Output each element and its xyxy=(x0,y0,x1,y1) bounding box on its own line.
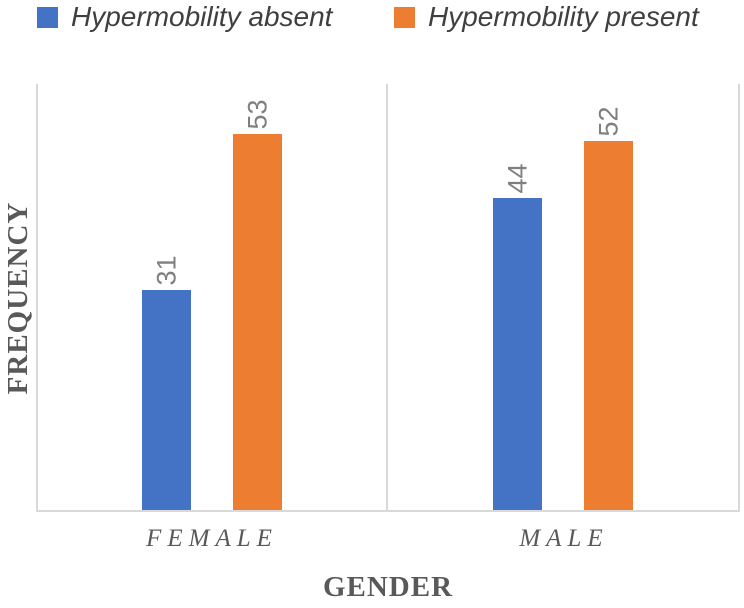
plot-area: 31 53 44 52 xyxy=(36,84,740,512)
x-tick-label-female: FEMALE xyxy=(146,525,278,552)
legend-item-hypermobility-absent: Hypermobility absent xyxy=(37,1,333,32)
x-tick-label-male: MALE xyxy=(519,525,609,552)
bar-value-label: 44 xyxy=(502,163,532,194)
legend-item-hypermobility-present: Hypermobility present xyxy=(394,1,699,32)
bar-value-label: 31 xyxy=(151,255,181,286)
legend-swatch-present-icon xyxy=(394,6,415,28)
bar-value-label: 53 xyxy=(242,99,272,130)
y-axis-title: FREQUENCY xyxy=(2,201,34,395)
bar-value-label: 52 xyxy=(593,106,623,137)
legend-label-present: Hypermobility present xyxy=(428,1,699,32)
legend-swatch-absent-icon xyxy=(37,6,58,28)
bar-male-series0: 44 xyxy=(493,163,542,510)
bar-female-series1: 53 xyxy=(233,99,282,510)
panel-female: 31 53 xyxy=(38,84,388,510)
legend-label-absent: Hypermobility absent xyxy=(71,1,333,32)
bar-female-series0: 31 xyxy=(142,255,191,510)
x-axis-title: GENDER xyxy=(322,571,454,603)
panel-male: 44 52 xyxy=(388,84,738,510)
bar-male-series1: 52 xyxy=(584,106,633,510)
